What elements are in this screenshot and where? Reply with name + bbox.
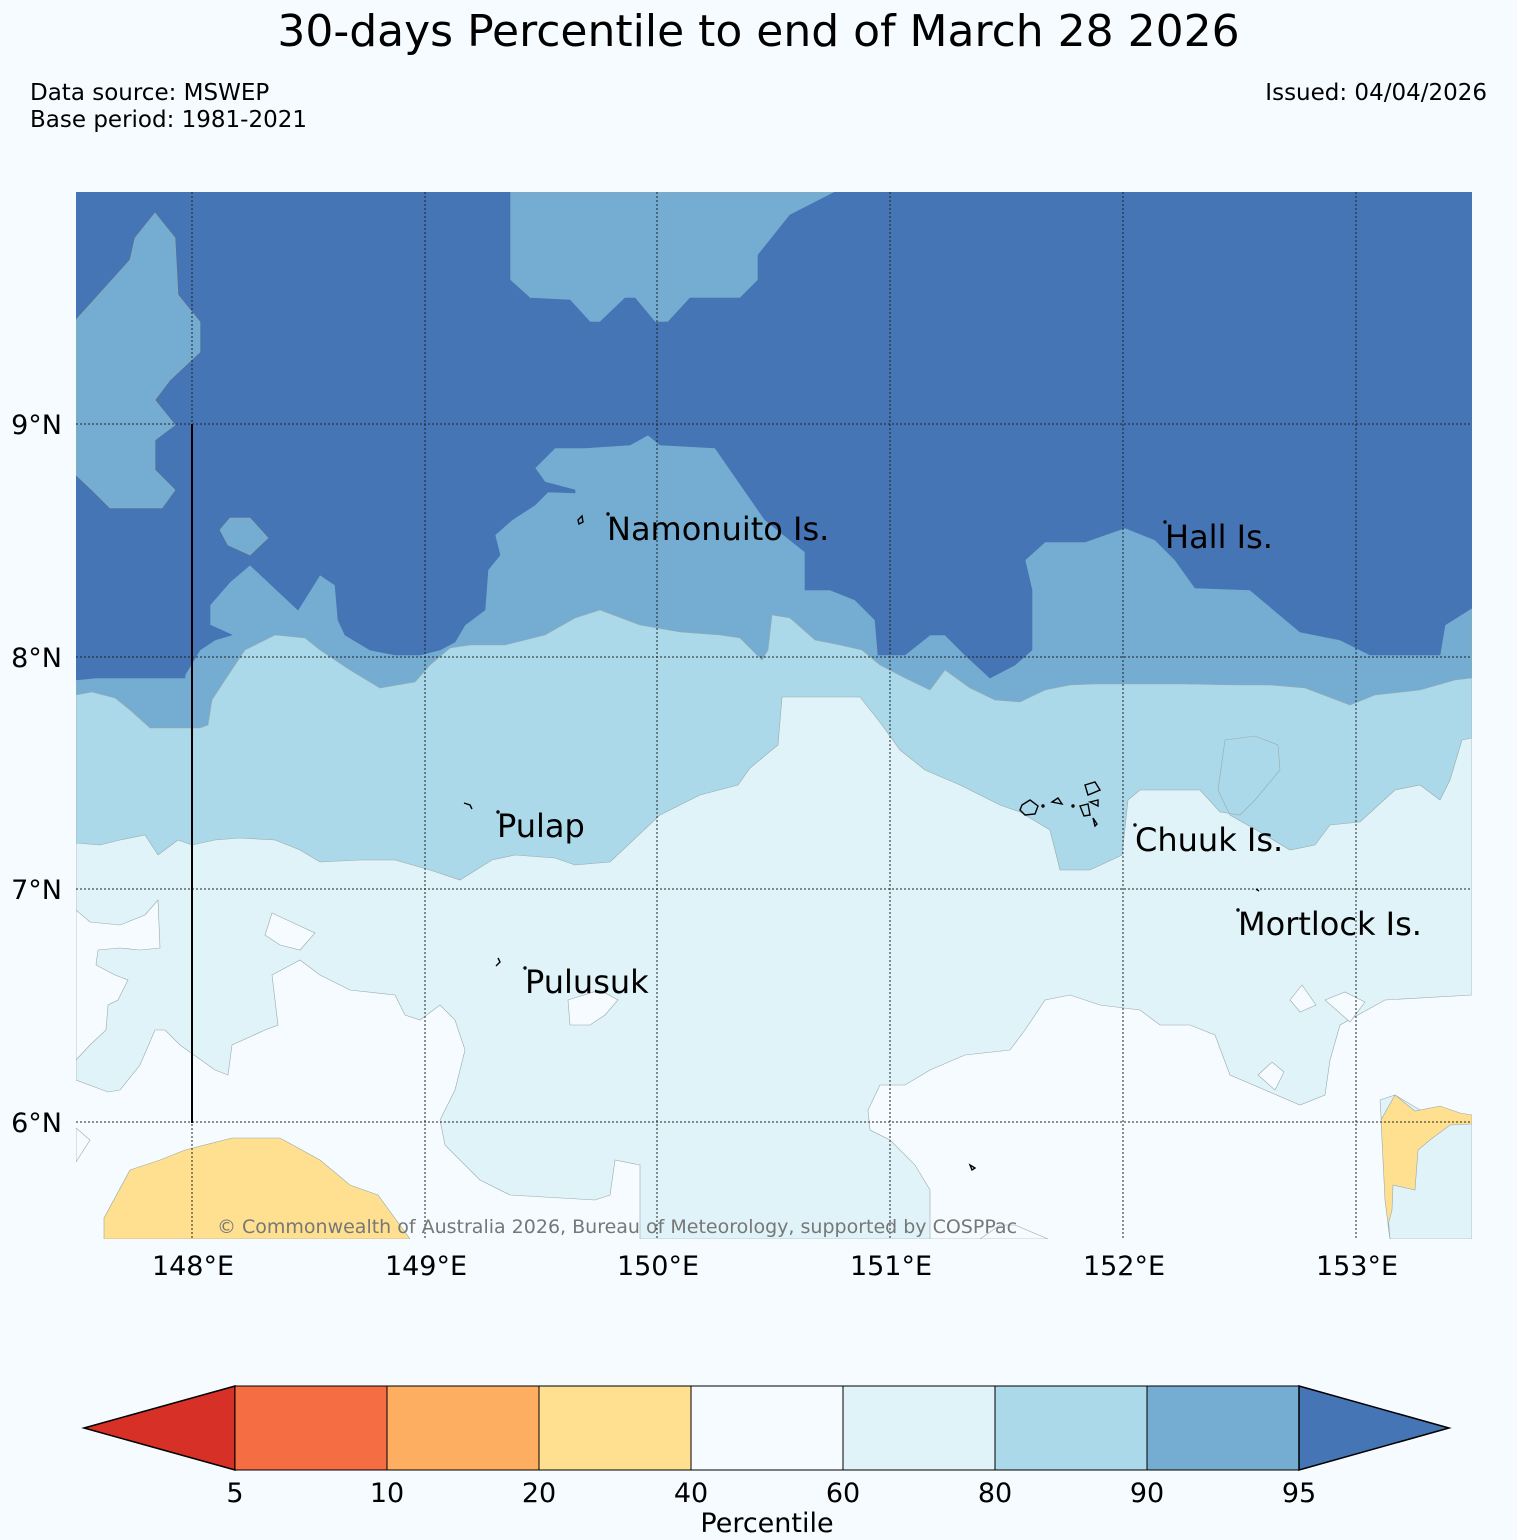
colorbar-segment bbox=[690, 1385, 844, 1471]
band-90-95-west bbox=[76, 212, 201, 509]
label-pulap: Pulap bbox=[497, 807, 585, 845]
colorbar-segment bbox=[386, 1385, 540, 1471]
colorbar-segment bbox=[538, 1385, 692, 1471]
issued-date: Issued: 04/04/2026 bbox=[1265, 80, 1487, 106]
colorbar-tick: 90 bbox=[1130, 1478, 1164, 1509]
band-40-60-sliver-south bbox=[930, 1224, 1049, 1239]
lat-tick: 7°N bbox=[11, 875, 62, 906]
band-20-40-sw bbox=[103, 1137, 411, 1239]
colorbar: 5 10 20 40 60 80 90 95 Percentile bbox=[81, 1385, 1452, 1539]
label-pulusuk: Pulusuk bbox=[525, 963, 649, 1001]
lon-tick: 153°E bbox=[1316, 1251, 1398, 1282]
map-contours bbox=[76, 192, 1472, 1239]
band-40-60-hole-b bbox=[76, 899, 161, 1061]
base-period: Base period: 1981-2021 bbox=[30, 107, 308, 133]
band-40-60-hole-d bbox=[1289, 984, 1317, 1013]
colorbar-segment bbox=[994, 1385, 1148, 1471]
lat-tick: 9°N bbox=[11, 410, 62, 441]
lon-tick: 150°E bbox=[617, 1251, 699, 1282]
lat-tick: 8°N bbox=[11, 643, 62, 674]
colorbar-segment bbox=[842, 1385, 996, 1471]
colorbar-tick: 95 bbox=[1282, 1478, 1316, 1509]
band-20-40-se bbox=[1380, 1094, 1472, 1239]
colorbar-segment bbox=[234, 1385, 388, 1471]
colorbar-extend-low bbox=[81, 1385, 236, 1471]
colorbar-tick: 5 bbox=[226, 1478, 243, 1509]
lon-tick: 149°E bbox=[385, 1251, 467, 1282]
copyright-notice: © Commonwealth of Australia 2026, Bureau… bbox=[217, 1216, 1017, 1238]
band-40-60-hole-c bbox=[567, 989, 619, 1026]
data-source: Data source: MSWEP bbox=[30, 80, 270, 106]
map-title: 30-days Percentile to end of March 28 20… bbox=[277, 6, 1240, 57]
colorbar-segment bbox=[1146, 1385, 1300, 1471]
lon-tick: 151°E bbox=[850, 1251, 932, 1282]
source-info: Data source: MSWEP Base period: 1981-202… bbox=[30, 80, 307, 134]
band-40-60-sliver-west bbox=[76, 1127, 91, 1163]
lon-ticks: 148°E 149°E 150°E 151°E 152°E 153°E bbox=[152, 1251, 1398, 1282]
band-40-60-hole-a bbox=[264, 912, 316, 951]
colorbar-label: Percentile bbox=[700, 1508, 833, 1539]
lat-ticks: 9°N 8°N 7°N 6°N bbox=[11, 410, 62, 1139]
lon-tick: 152°E bbox=[1083, 1251, 1165, 1282]
colorbar-tick: 60 bbox=[826, 1478, 860, 1509]
lon-tick: 148°E bbox=[152, 1251, 234, 1282]
island-outlines bbox=[463, 512, 1260, 1172]
lat-tick: 6°N bbox=[11, 1108, 62, 1139]
colorbar-tick: 40 bbox=[674, 1478, 708, 1509]
label-mortlock: Mortlock Is. bbox=[1238, 905, 1422, 943]
label-hall: Hall Is. bbox=[1165, 518, 1273, 556]
colorbar-tick: 10 bbox=[370, 1478, 404, 1509]
band-40-60-hole-e bbox=[1324, 991, 1366, 1023]
colorbar-tick: 20 bbox=[522, 1478, 556, 1509]
label-chuuk: Chuuk Is. bbox=[1135, 821, 1283, 859]
colorbar-extend-high bbox=[1298, 1385, 1452, 1471]
band-90-95-patch bbox=[219, 517, 269, 556]
place-labels: Namonuito Is. Hall Is. Pulap Chuuk Is. M… bbox=[497, 510, 1422, 1001]
label-namonuito: Namonuito Is. bbox=[607, 510, 829, 548]
band-40-60-hole-f bbox=[1257, 1061, 1285, 1091]
colorbar-tick: 80 bbox=[978, 1478, 1012, 1509]
